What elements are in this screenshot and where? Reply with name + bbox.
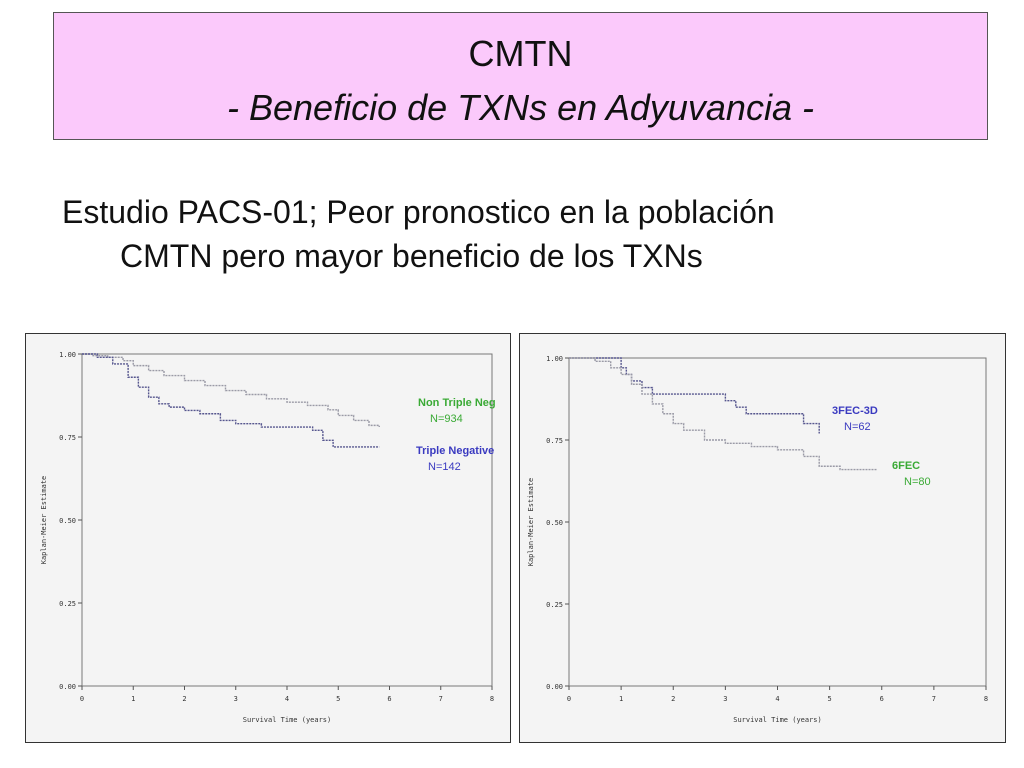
km-curve-1 [82,353,380,428]
y-axis-label: Kaplan-Meier Estimate [527,478,535,567]
legend-label: Triple Negative [416,445,494,457]
legend-label: 6FEC [892,460,920,472]
x-tick-label: 3 [723,695,727,703]
subtitle-line-1: Estudio PACS-01; Peor pronostico en la p… [62,194,775,230]
legend-count: N=80 [904,476,931,488]
legend-label: Non Triple Neg [418,397,496,409]
title-box: CMTN - Beneficio de TXNs en Adyuvancia - [53,12,988,140]
x-tick-label: 8 [490,695,494,703]
slide-title: CMTN [468,33,573,74]
y-tick-label: 1.00 [59,351,76,359]
y-tick-label: 0.00 [59,683,76,691]
x-tick-label: 0 [80,695,84,703]
legend-count: N=62 [844,421,871,433]
km-chart-left: 0.00 0.25 0.50 0.75 1.00 0 1 2 3 4 5 6 7 8 Survival Ti… [40,351,496,724]
y-tick-label: 0.50 [59,517,76,525]
km-curve-2 [569,357,877,471]
x-tick-label: 4 [285,695,289,703]
x-tick-label: 5 [828,695,832,703]
x-tick-label: 7 [932,695,936,703]
y-tick-label: 0.25 [546,601,563,609]
plot-frame [568,357,987,687]
x-axis-label: Survival Time (years) [243,716,332,724]
x-axis-label: Survival Time (years) [733,716,822,724]
x-tick-label: 2 [182,695,186,703]
x-tick-label: 1 [131,695,135,703]
x-tick-label: 8 [984,695,988,703]
km-chart-right: 0.00 0.25 0.50 0.75 1.00 0 1 2 3 4 5 6 7 8 Survival Ti… [527,355,988,724]
km-chart-panel-left: 0.00 0.25 0.50 0.75 1.00 0 1 2 3 4 5 6 7 8 Survival Ti… [25,333,511,743]
x-tick-label: 2 [671,695,675,703]
y-tick-label: 0.50 [546,519,563,527]
km-curve-2 [82,353,380,448]
x-tick-label: 4 [775,695,779,703]
y-tick-label: 0.75 [59,434,76,442]
y-tick-label: 1.00 [546,355,563,363]
x-tick-label: 1 [619,695,623,703]
legend-label: 3FEC-3D [832,405,878,417]
x-tick-label: 6 [880,695,884,703]
slide-title-subline: - Beneficio de TXNs en Adyuvancia - [227,87,814,128]
legend-count: N=142 [428,461,461,473]
km-curve-1 [569,357,820,434]
y-tick-label: 0.75 [546,437,563,445]
x-tick-label: 5 [336,695,340,703]
x-tick-label: 7 [439,695,443,703]
x-tick-label: 3 [234,695,238,703]
y-axis-label: Kaplan-Meier Estimate [40,476,48,565]
km-chart-panel-right: 0.00 0.25 0.50 0.75 1.00 0 1 2 3 4 5 6 7 8 Survival Ti… [519,333,1006,743]
slide-subtitle: Estudio PACS-01; Peor pronostico en la p… [62,190,992,278]
x-tick-label: 0 [567,695,571,703]
y-tick-label: 0.25 [59,600,76,608]
x-tick-label: 6 [387,695,391,703]
legend-count: N=934 [430,413,463,425]
y-tick-label: 0.00 [546,683,563,691]
subtitle-line-2: CMTN pero mayor beneficio de los TXNs [120,238,703,274]
